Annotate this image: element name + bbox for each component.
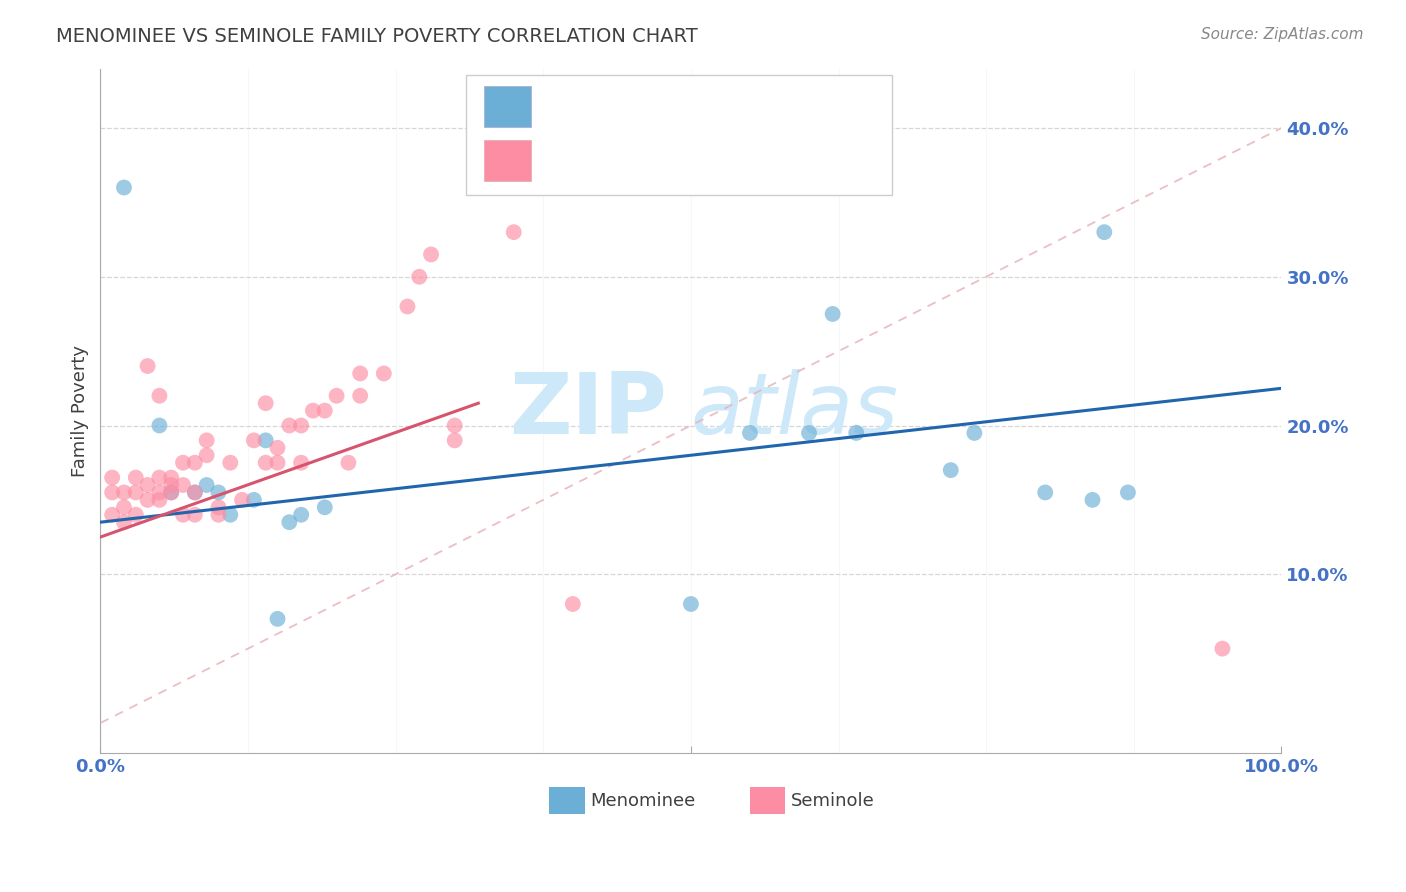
Point	[314, 403, 336, 417]
Point	[195, 448, 218, 462]
Point	[420, 247, 443, 261]
Point	[172, 508, 194, 522]
Point	[349, 367, 371, 381]
Point	[195, 434, 218, 448]
Point	[1116, 485, 1139, 500]
Point	[148, 389, 170, 403]
Point	[136, 478, 159, 492]
Point	[266, 612, 288, 626]
Point	[243, 492, 266, 507]
Point	[112, 500, 135, 515]
Point	[136, 359, 159, 373]
FancyBboxPatch shape	[467, 75, 891, 195]
Point	[349, 389, 371, 403]
Point	[443, 418, 465, 433]
Point	[396, 300, 419, 314]
Point	[184, 485, 207, 500]
Point	[254, 434, 277, 448]
Point	[184, 456, 207, 470]
Point	[290, 418, 312, 433]
Point	[207, 508, 229, 522]
Point	[266, 441, 288, 455]
Point	[101, 470, 124, 484]
Point	[290, 508, 312, 522]
Point	[231, 492, 253, 507]
Point	[325, 389, 347, 403]
Point	[172, 456, 194, 470]
Point	[125, 485, 148, 500]
Point	[797, 425, 820, 440]
Point	[148, 470, 170, 484]
Point	[160, 485, 183, 500]
Point	[101, 508, 124, 522]
FancyBboxPatch shape	[484, 140, 531, 181]
Point	[160, 478, 183, 492]
Point	[160, 485, 183, 500]
Point	[184, 508, 207, 522]
Point	[939, 463, 962, 477]
Text: R = 0.376   N = 24: R = 0.376 N = 24	[543, 95, 744, 113]
Point	[112, 180, 135, 194]
Point	[243, 434, 266, 448]
Point	[290, 456, 312, 470]
Point	[963, 425, 986, 440]
Point	[278, 418, 301, 433]
Point	[112, 515, 135, 529]
Text: atlas: atlas	[690, 369, 898, 452]
FancyBboxPatch shape	[749, 787, 786, 814]
Point	[679, 597, 702, 611]
Text: R = 0.275   N = 54: R = 0.275 N = 54	[543, 152, 744, 170]
FancyBboxPatch shape	[550, 787, 585, 814]
Point	[125, 508, 148, 522]
Point	[160, 470, 183, 484]
Point	[125, 470, 148, 484]
Point	[738, 425, 761, 440]
Text: Menominee: Menominee	[591, 791, 696, 810]
Point	[148, 418, 170, 433]
Point	[278, 515, 301, 529]
Text: MENOMINEE VS SEMINOLE FAMILY POVERTY CORRELATION CHART: MENOMINEE VS SEMINOLE FAMILY POVERTY COR…	[56, 27, 697, 45]
Text: Source: ZipAtlas.com: Source: ZipAtlas.com	[1201, 27, 1364, 42]
Point	[219, 456, 242, 470]
Point	[254, 396, 277, 410]
Point	[1033, 485, 1056, 500]
Text: ZIP: ZIP	[509, 369, 668, 452]
Point	[821, 307, 844, 321]
Point	[266, 456, 288, 470]
FancyBboxPatch shape	[484, 86, 531, 127]
Point	[184, 485, 207, 500]
Point	[502, 225, 524, 239]
Point	[561, 597, 583, 611]
Point	[1081, 492, 1104, 507]
Point	[148, 492, 170, 507]
Y-axis label: Family Poverty: Family Poverty	[72, 344, 89, 476]
Point	[337, 456, 360, 470]
Point	[314, 500, 336, 515]
Point	[373, 367, 395, 381]
Point	[1211, 641, 1233, 656]
Point	[112, 485, 135, 500]
Point	[443, 434, 465, 448]
Point	[302, 403, 325, 417]
Point	[219, 508, 242, 522]
Point	[254, 456, 277, 470]
Point	[148, 485, 170, 500]
Point	[207, 485, 229, 500]
Point	[136, 492, 159, 507]
Point	[195, 478, 218, 492]
Point	[1092, 225, 1115, 239]
Text: Seminole: Seminole	[792, 791, 875, 810]
Point	[172, 478, 194, 492]
Point	[207, 500, 229, 515]
Point	[101, 485, 124, 500]
Point	[845, 425, 868, 440]
Point	[408, 269, 430, 284]
